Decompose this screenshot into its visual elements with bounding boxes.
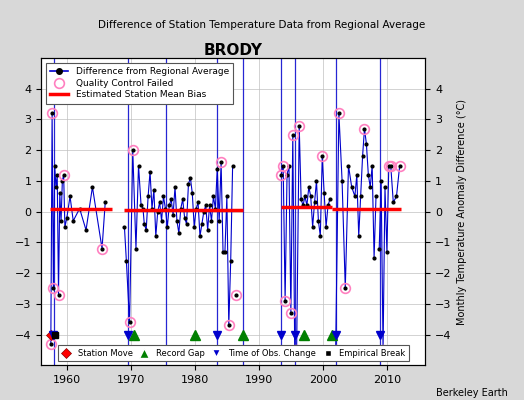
Text: Difference of Station Temperature Data from Regional Average: Difference of Station Temperature Data f…	[99, 20, 425, 30]
Y-axis label: Monthly Temperature Anomaly Difference (°C): Monthly Temperature Anomaly Difference (…	[457, 99, 467, 325]
Legend: Station Move, Record Gap, Time of Obs. Change, Empirical Break: Station Move, Record Gap, Time of Obs. C…	[58, 346, 409, 361]
Text: Berkeley Earth: Berkeley Earth	[436, 388, 508, 398]
Title: BRODY: BRODY	[204, 43, 263, 58]
